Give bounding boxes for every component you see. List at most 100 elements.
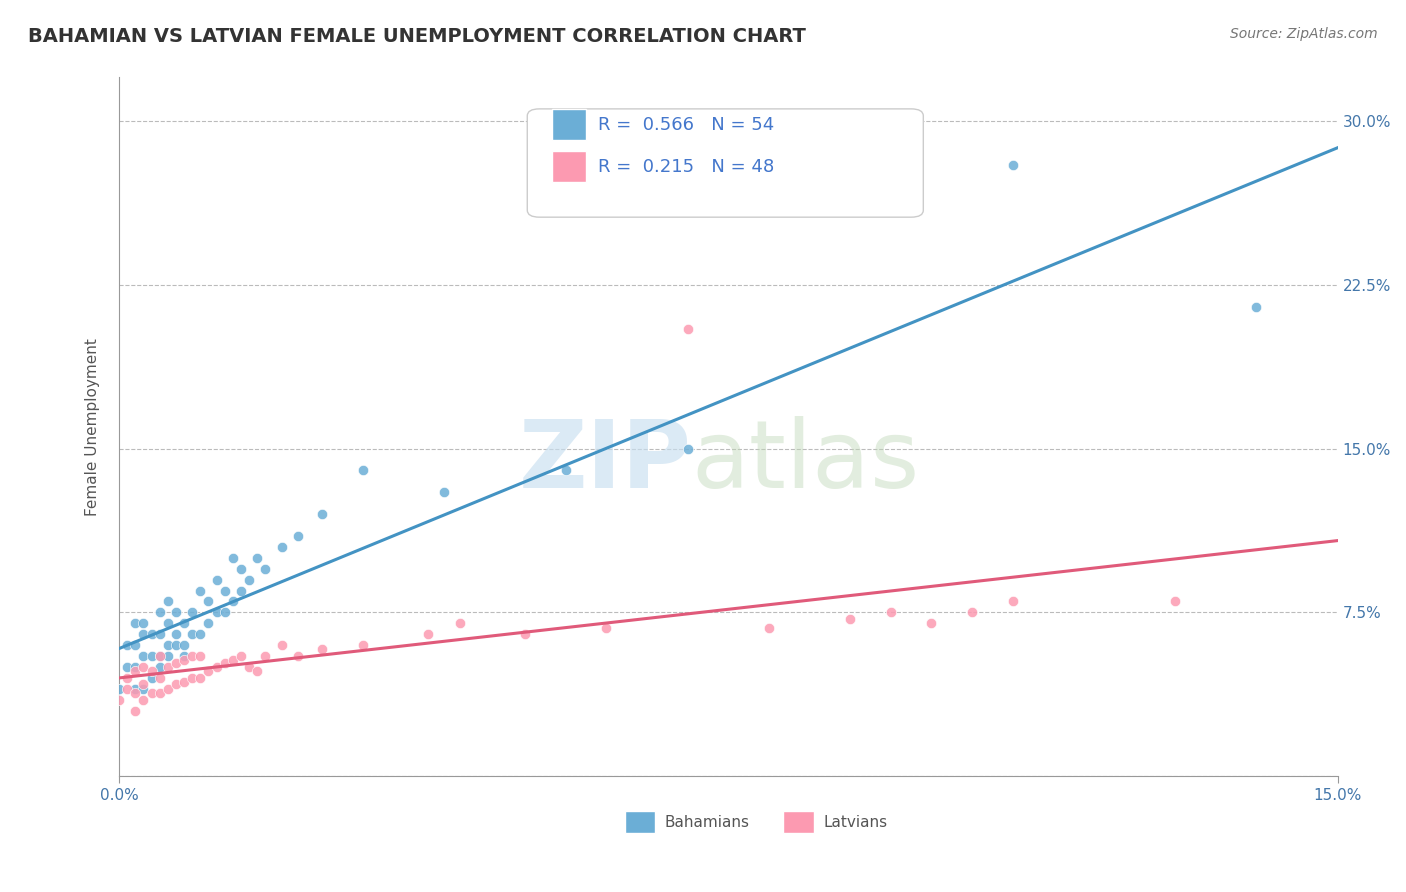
FancyBboxPatch shape [624,811,655,833]
Point [108,692,131,706]
Point [1164,594,1187,608]
Point [214,583,236,598]
Point [124,660,146,674]
Point [238,573,260,587]
Point [165,638,187,652]
Point [132,648,155,663]
Point [156,616,179,631]
Y-axis label: Female Unemployment: Female Unemployment [86,338,100,516]
Point [352,638,374,652]
Point [108,681,131,696]
Point [222,594,245,608]
Point [188,671,211,685]
Point [311,642,333,657]
FancyBboxPatch shape [783,811,814,833]
Point [173,675,195,690]
Point [132,627,155,641]
Point [188,627,211,641]
Point [141,648,163,663]
Point [115,660,138,674]
Point [352,463,374,477]
Point [1001,158,1024,172]
Point [758,621,780,635]
Point [1246,300,1268,314]
Point [149,686,172,700]
Point [205,573,228,587]
Point [173,648,195,663]
Point [149,627,172,641]
Point [149,605,172,619]
Point [222,653,245,667]
Point [165,605,187,619]
Point [880,605,903,619]
Point [839,612,862,626]
Point [132,616,155,631]
Point [188,583,211,598]
Point [181,627,204,641]
Point [124,616,146,631]
Point [165,627,187,641]
Point [287,648,309,663]
Point [181,648,204,663]
Point [165,656,187,670]
Point [132,677,155,691]
Point [181,671,204,685]
Point [124,686,146,700]
Point [149,671,172,685]
Point [124,681,146,696]
FancyBboxPatch shape [551,109,586,140]
Point [173,616,195,631]
Point [214,656,236,670]
Point [246,665,269,679]
Point [149,648,172,663]
Point [197,665,219,679]
Point [515,627,537,641]
Point [115,638,138,652]
Point [229,583,252,598]
Point [141,665,163,679]
Point [311,507,333,521]
Point [205,660,228,674]
Point [173,653,195,667]
Point [141,686,163,700]
Point [156,648,179,663]
Point [287,529,309,543]
Point [197,594,219,608]
Point [149,648,172,663]
Text: BAHAMIAN VS LATVIAN FEMALE UNEMPLOYMENT CORRELATION CHART: BAHAMIAN VS LATVIAN FEMALE UNEMPLOYMENT … [28,27,806,45]
Point [238,660,260,674]
Text: Latvians: Latvians [824,814,887,830]
Point [156,681,179,696]
Point [181,605,204,619]
Point [676,442,699,456]
Point [270,540,292,554]
Point [115,681,138,696]
Point [197,616,219,631]
Point [920,616,942,631]
Text: Source: ZipAtlas.com: Source: ZipAtlas.com [1230,27,1378,41]
Point [246,550,269,565]
Point [141,627,163,641]
Point [165,677,187,691]
Point [132,660,155,674]
Point [433,485,456,500]
Point [188,648,211,663]
FancyBboxPatch shape [527,109,924,217]
Point [595,621,617,635]
Point [416,627,439,641]
Point [205,605,228,619]
Point [132,681,155,696]
Point [1001,594,1024,608]
Text: R =  0.215   N = 48: R = 0.215 N = 48 [598,158,775,176]
Point [222,550,245,565]
Point [156,638,179,652]
Point [214,605,236,619]
Point [960,605,983,619]
Point [229,562,252,576]
Text: atlas: atlas [692,416,920,508]
Point [254,648,277,663]
Point [132,692,155,706]
Point [449,616,471,631]
Point [554,463,576,477]
FancyBboxPatch shape [551,151,586,182]
